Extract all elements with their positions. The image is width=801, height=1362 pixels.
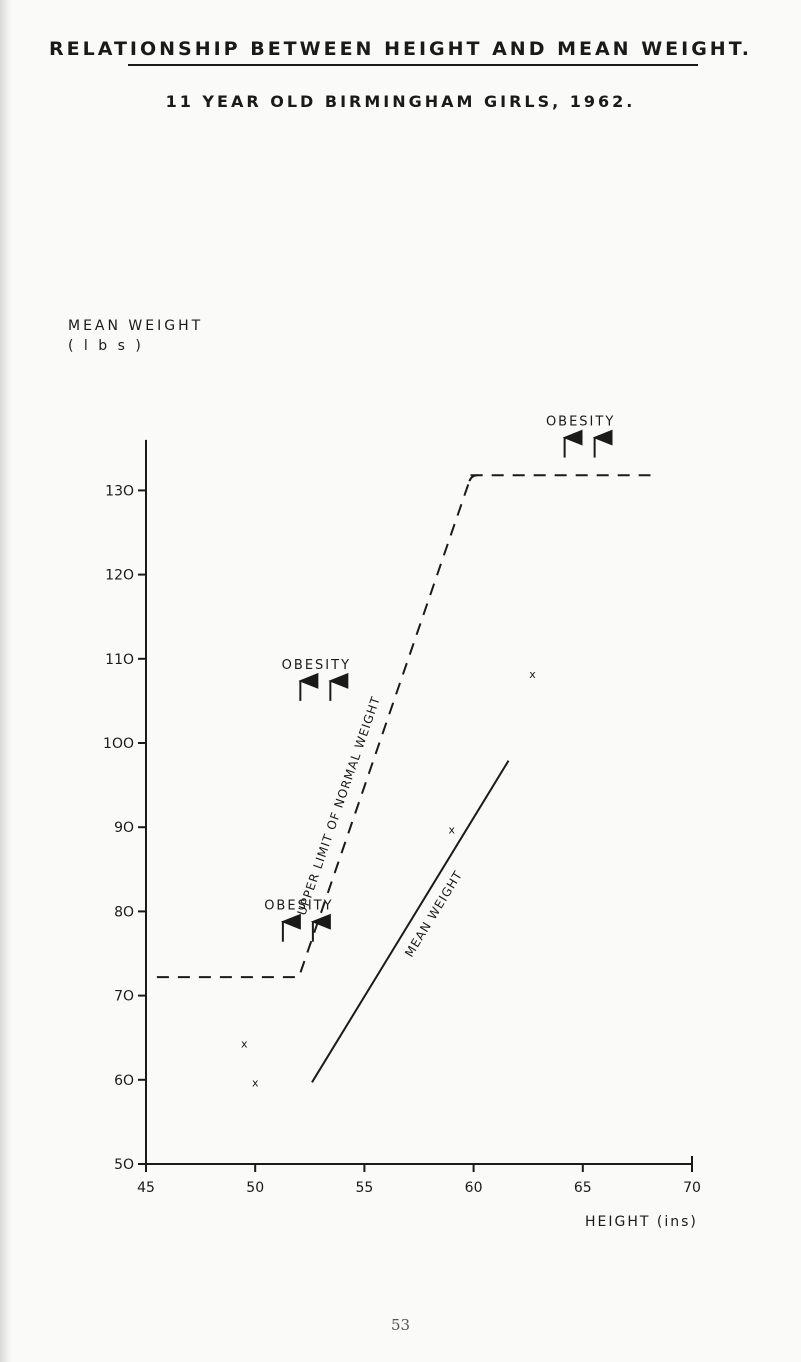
obesity-label: OBESITY [264,899,333,914]
y-tick-label: 7O [114,989,134,1005]
y-tick-label: 8O [114,904,134,920]
y-tick-label: 13O [105,483,134,499]
x-axis-label: HEIGHT (ins) [585,1214,698,1230]
chart-subtitle: 11 year old Birmingham Girls, 1962. [165,92,636,111]
chart-annotations: OBESITY OBESITY OBESITY [264,415,615,942]
chart-title: Relationship between Height and Mean Wei… [49,38,752,60]
obesity-label: OBESITY [546,415,615,430]
data-point-cross: x [241,1038,248,1051]
x-tick-label: 65 [574,1180,592,1196]
y-axis-label: MEAN WEIGHT [68,318,204,334]
page-binding-edge [0,0,12,1362]
x-tick-label: 45 [137,1180,155,1196]
x-tick-label: 50 [246,1180,264,1196]
y-tick-label: 5O [114,1157,134,1173]
upper-limit-line-label: UPPER LIMIT OF NORMAL WEIGHT [295,694,383,917]
upper-limit-corner [468,474,478,482]
x-tick-label: 70 [683,1180,701,1196]
x-tick-label: 55 [355,1180,373,1196]
y-tick-label: 1OO [103,736,134,752]
data-point-cross: x [449,824,456,837]
title-underline [128,64,698,66]
data-point-cross: x [252,1076,259,1089]
y-tick-label: 12O [105,568,134,584]
x-tick-label: 60 [465,1180,483,1196]
data-point-cross: x [529,668,536,681]
chart-ticks: 5O 6O 7O 8O 9O 1OO 11O 12O 13O 45 50 55 60 65 70 [103,483,701,1196]
y-axis-unit: ( l b s ) [68,338,144,354]
obesity-label: OBESITY [282,658,351,673]
upper-limit-dashed-line [156,474,651,979]
chart-axes [145,439,693,1165]
mean-weight-line [311,760,510,1083]
page-number: 53 [390,1316,411,1334]
y-tick-label: 11O [105,652,134,668]
y-tick-label: 6O [114,1073,134,1089]
y-tick-label: 9O [114,820,134,836]
